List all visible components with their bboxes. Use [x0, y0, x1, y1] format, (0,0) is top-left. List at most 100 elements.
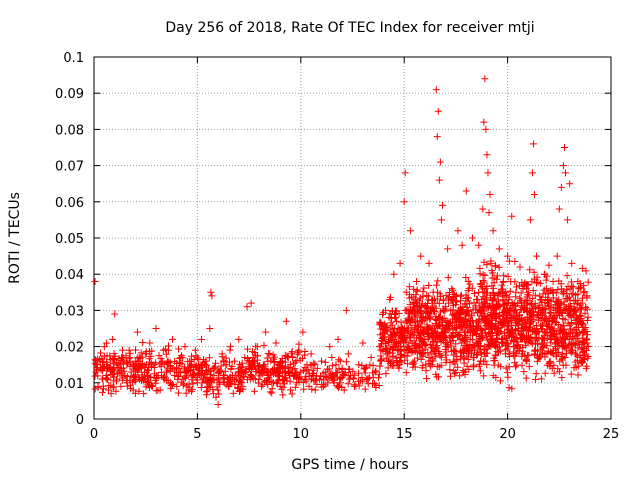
data-point	[562, 349, 570, 357]
data-point	[307, 350, 315, 358]
data-point	[200, 375, 208, 383]
data-point	[557, 280, 565, 288]
data-point	[414, 317, 422, 325]
data-point	[539, 339, 547, 347]
data-point	[456, 329, 464, 337]
data-point	[435, 299, 443, 307]
data-point	[439, 296, 447, 304]
data-point	[401, 356, 409, 364]
data-point	[147, 381, 155, 389]
data-point	[578, 358, 586, 366]
x-tick-label: 25	[603, 427, 620, 442]
data-point	[274, 372, 282, 380]
data-point	[429, 357, 437, 365]
data-point	[546, 309, 554, 317]
data-point	[104, 386, 112, 394]
data-point	[540, 334, 548, 342]
data-point	[480, 307, 488, 315]
data-point	[580, 328, 588, 336]
data-point	[526, 300, 534, 308]
data-point	[335, 356, 343, 364]
data-point	[142, 361, 150, 369]
data-point	[481, 271, 489, 279]
data-point	[408, 324, 416, 332]
data-point	[436, 314, 444, 322]
data-point	[577, 305, 585, 313]
data-point	[568, 259, 576, 267]
data-point	[554, 285, 562, 293]
data-point	[269, 355, 277, 363]
data-point	[108, 356, 116, 364]
data-point	[401, 169, 409, 177]
data-point	[344, 350, 352, 358]
data-point	[479, 205, 487, 213]
data-point	[404, 343, 412, 351]
data-point	[457, 353, 465, 361]
data-point	[253, 356, 261, 364]
data-point	[212, 393, 220, 401]
data-point	[477, 280, 485, 288]
data-point	[369, 379, 377, 387]
data-point	[463, 322, 471, 330]
data-point	[451, 370, 459, 378]
data-point	[405, 283, 413, 291]
data-point	[311, 376, 319, 384]
data-point	[162, 350, 170, 358]
data-point	[119, 353, 127, 361]
data-point	[136, 354, 144, 362]
data-point	[123, 360, 131, 368]
data-point	[282, 317, 290, 325]
data-point	[377, 352, 385, 360]
data-point	[436, 321, 444, 329]
data-point	[554, 348, 562, 356]
data-point	[547, 328, 555, 336]
data-point	[413, 348, 421, 356]
data-point	[425, 259, 433, 267]
data-point	[492, 314, 500, 322]
data-point	[100, 352, 108, 360]
data-point	[541, 270, 549, 278]
data-point	[542, 315, 550, 323]
data-point	[463, 304, 471, 312]
y-tick-label: 0.03	[55, 304, 84, 319]
data-point	[289, 353, 297, 361]
data-point	[422, 367, 430, 375]
data-point	[426, 305, 434, 313]
data-point	[491, 261, 499, 269]
data-point	[320, 382, 328, 390]
data-point	[423, 291, 431, 299]
data-point	[486, 341, 494, 349]
data-point	[462, 187, 470, 195]
data-point	[430, 308, 438, 316]
data-point	[491, 303, 499, 311]
data-point	[402, 288, 410, 296]
data-point	[504, 299, 512, 307]
data-point	[129, 378, 137, 386]
data-point	[519, 319, 527, 327]
data-point	[512, 363, 520, 371]
data-point	[148, 382, 156, 390]
data-point	[434, 277, 442, 285]
data-point	[226, 343, 234, 351]
data-point	[264, 372, 272, 380]
data-point	[434, 313, 442, 321]
data-point	[413, 354, 421, 362]
data-point	[530, 268, 538, 276]
data-point	[424, 292, 432, 300]
data-point	[376, 331, 384, 339]
data-point	[550, 361, 558, 369]
data-point	[405, 294, 413, 302]
data-point	[465, 312, 473, 320]
data-point	[396, 259, 404, 267]
data-point	[152, 375, 160, 383]
data-point	[460, 368, 468, 376]
data-point	[258, 382, 266, 390]
data-point	[549, 294, 557, 302]
data-point	[206, 375, 214, 383]
data-point	[98, 375, 106, 383]
data-point	[451, 323, 459, 331]
data-point	[525, 363, 533, 371]
data-point	[573, 329, 581, 337]
data-point	[378, 337, 386, 345]
data-point	[507, 277, 515, 285]
